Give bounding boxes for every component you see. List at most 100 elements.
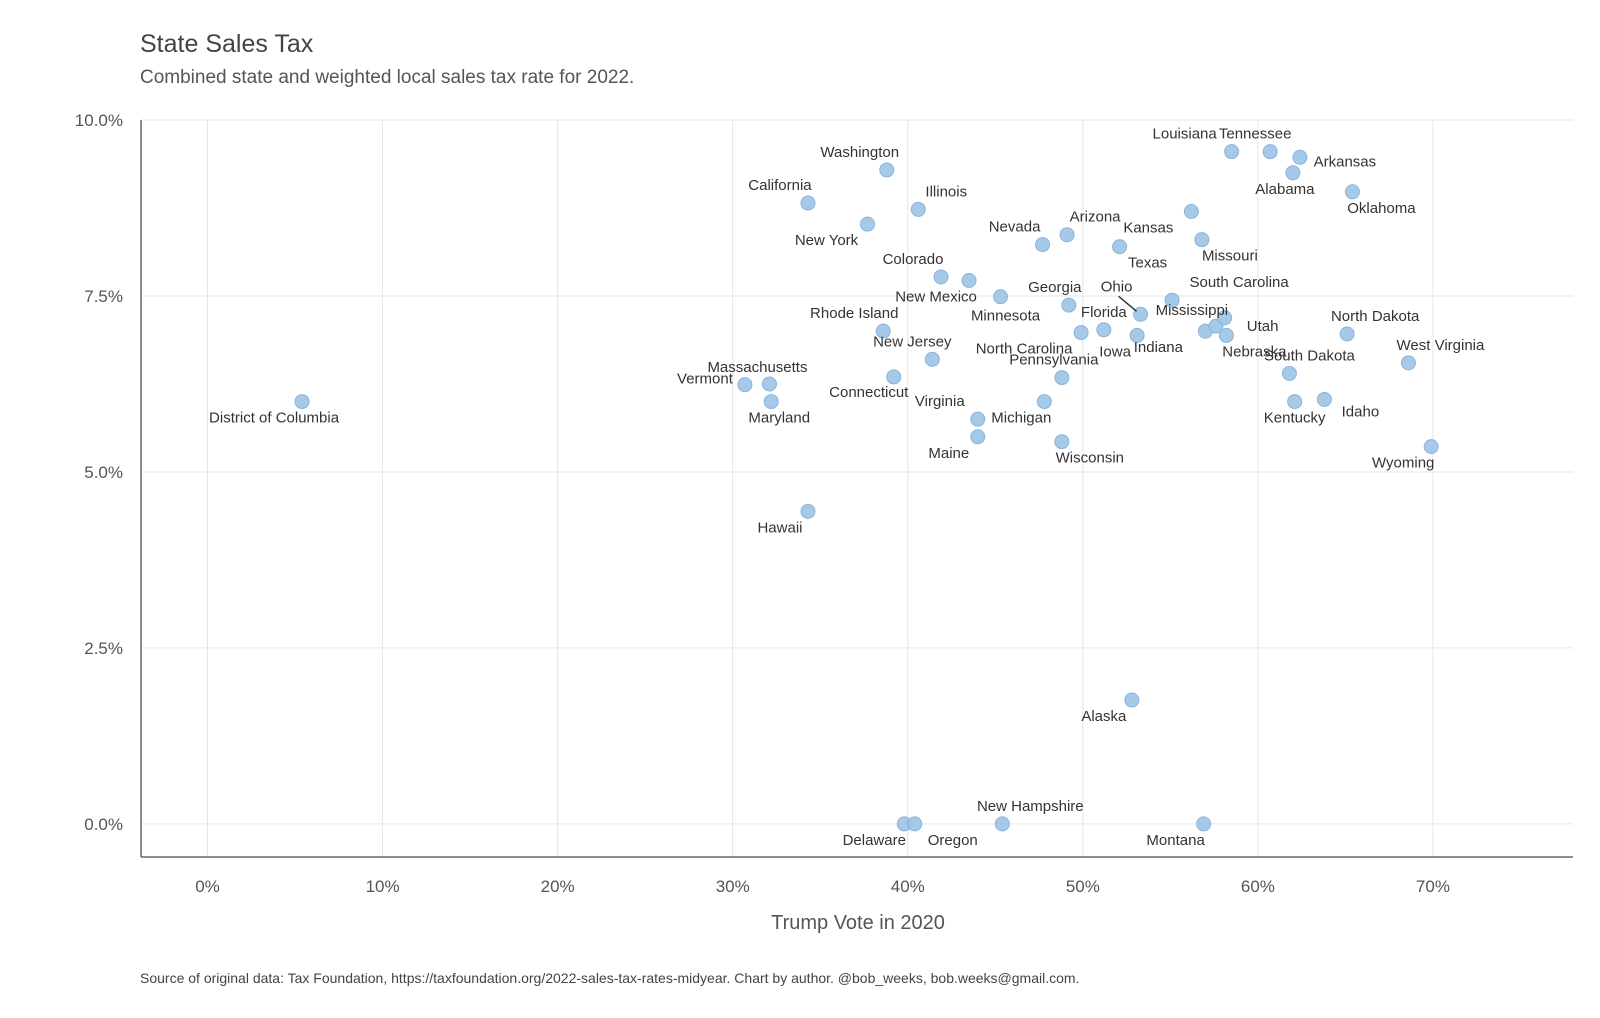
point-rhode-island (875, 323, 891, 339)
y-tick-label: 2.5% (84, 639, 123, 658)
point-maine (970, 429, 986, 445)
label-south-carolina: South Carolina (1189, 274, 1289, 291)
label-wyoming: Wyoming (1372, 455, 1434, 472)
point-louisiana (1224, 144, 1240, 160)
label-nebraska: Nebraska (1222, 343, 1287, 360)
label-maryland: Maryland (748, 410, 810, 427)
label-virginia: Virginia (915, 393, 965, 410)
point-illinois (910, 201, 926, 217)
point-south-dakota (1281, 365, 1297, 381)
label-alabama: Alabama (1255, 181, 1315, 198)
label-louisiana: Louisiana (1153, 126, 1218, 143)
label-new-hampshire: New Hampshire (977, 798, 1084, 815)
label-iowa: Iowa (1099, 343, 1131, 360)
point-georgia (1061, 297, 1077, 313)
point-iowa (1129, 327, 1145, 343)
label-florida: Florida (1081, 304, 1128, 321)
point-arkansas (1292, 149, 1308, 165)
label-missouri: Missouri (1202, 248, 1258, 265)
label-texas: Texas (1128, 255, 1167, 272)
point-vermont (737, 377, 753, 393)
label-arizona: Arizona (1070, 209, 1122, 226)
point-tennessee (1262, 144, 1278, 160)
label-colorado: Colorado (883, 251, 944, 268)
label-wisconsin: Wisconsin (1056, 450, 1124, 467)
label-new-york: New York (795, 232, 859, 249)
label-illinois: Illinois (925, 183, 967, 200)
label-kansas: Kansas (1123, 220, 1173, 237)
point-labels: District of Columbia Hawaii VermontMassach… (209, 126, 1485, 849)
label-delaware: Delaware (843, 832, 906, 849)
x-tick-label: 60% (1241, 877, 1275, 896)
point-michigan (1036, 394, 1052, 410)
label-georgia: Georgia (1028, 279, 1082, 296)
label-oregon: Oregon (928, 832, 978, 849)
point-nebraska (1218, 327, 1234, 343)
point-alaska (1124, 692, 1140, 708)
label-ohio: Ohio (1101, 278, 1133, 295)
point-missouri (1194, 232, 1210, 248)
point-montana (1196, 816, 1212, 832)
point-oklahoma (1344, 184, 1360, 200)
label-washington: Washington (820, 144, 899, 161)
x-tick-label: 20% (541, 877, 575, 896)
point-florida (1096, 322, 1112, 338)
label-mississippi: Mississippi (1156, 302, 1229, 319)
x-tick-label: 50% (1066, 877, 1100, 896)
chart-title: State Sales Tax (140, 30, 314, 58)
label-vermont: Vermont (677, 371, 734, 388)
y-tick-label: 5.0% (84, 463, 123, 482)
gridlines (141, 119, 1573, 857)
label-hawaii: Hawaii (757, 519, 802, 536)
label-new-mexico: New Mexico (895, 288, 977, 305)
point-west-virginia (1400, 355, 1416, 371)
label-arkansas: Arkansas (1314, 153, 1377, 170)
point-new-york (860, 216, 876, 232)
data-points (294, 144, 1439, 832)
point-wyoming (1423, 439, 1439, 455)
label-maine: Maine (928, 445, 969, 462)
point-pennsylvania (1054, 370, 1070, 386)
point-idaho (1316, 391, 1332, 407)
label-michigan: Michigan (991, 410, 1051, 427)
label-district-of-columbia: District of Columbia (209, 410, 340, 427)
label-utah: Utah (1247, 318, 1279, 335)
point-north-carolina (1073, 325, 1089, 341)
point-utah (1217, 310, 1233, 326)
label-idaho: Idaho (1342, 403, 1380, 420)
label-new-jersey: New Jersey (873, 333, 952, 350)
y-tick-label: 10.0% (75, 111, 123, 130)
label-montana: Montana (1146, 832, 1205, 849)
axes: 0% 10% 20% 30% 40% 50% 60% 70% 0.0% 2.5% 5.0% 7.5% 1… (75, 111, 1573, 896)
x-tick-label: 0% (195, 877, 220, 896)
point-ohio (1133, 306, 1149, 322)
label-north-dakota: North Dakota (1331, 308, 1420, 325)
label-alaska: Alaska (1081, 708, 1127, 725)
point-new-hampshire (994, 816, 1010, 832)
x-tick-label: 10% (366, 877, 400, 896)
label-massachusetts: Massachusetts (707, 359, 807, 376)
y-tick-label: 0.0% (84, 815, 123, 834)
x-tick-label: 70% (1416, 877, 1450, 896)
label-pennsylvania: Pennsylvania (1009, 352, 1099, 369)
point-hawaii (800, 503, 816, 519)
x-axis-title: Trump Vote in 2020 (771, 912, 945, 934)
point-washington (879, 162, 895, 178)
label-south-dakota: South Dakota (1264, 347, 1356, 364)
point-oregon (907, 816, 923, 832)
point-texas (1112, 239, 1128, 255)
point-south-carolina (1164, 292, 1180, 308)
label-minnesota: Minnesota (971, 308, 1041, 325)
label-kentucky: Kentucky (1264, 410, 1326, 427)
label-oklahoma: Oklahoma (1347, 200, 1416, 217)
ohio-leader-line (1118, 295, 1138, 312)
label-connecticut: Connecticut (829, 384, 909, 401)
label-tennessee: Tennessee (1219, 126, 1292, 143)
point-massachusetts (761, 376, 777, 392)
point-connecticut (886, 369, 902, 385)
point-new-mexico (961, 272, 977, 288)
point-kentucky (1287, 394, 1303, 410)
point-wisconsin (1054, 434, 1070, 450)
chart-subtitle: Combined state and weighted local sales … (140, 67, 635, 88)
